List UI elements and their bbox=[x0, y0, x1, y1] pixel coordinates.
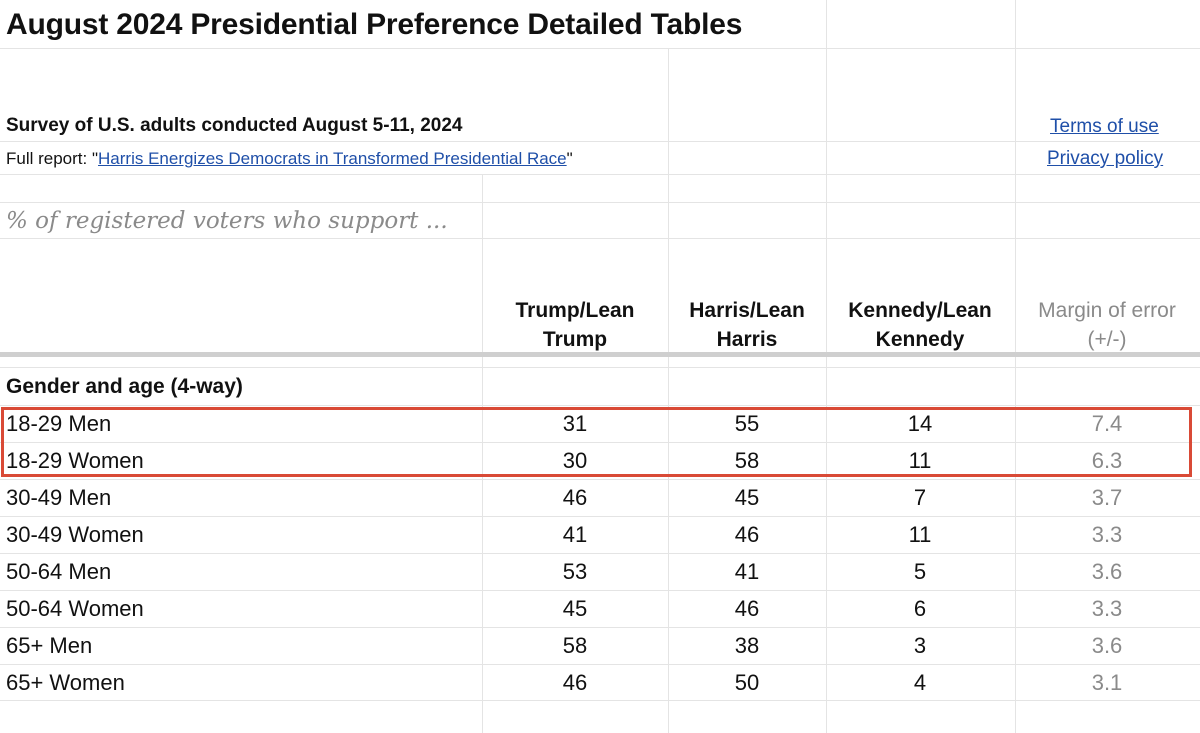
table-row: 30-49 Men 46 45 7 3.7 bbox=[0, 480, 1200, 517]
column-header-line: Harris/Lean bbox=[689, 299, 805, 322]
table-row: 18-29 Women 30 58 11 6.3 bbox=[0, 443, 1200, 480]
column-header-line: Kennedy bbox=[875, 328, 965, 351]
margin-of-error-value: 7.4 bbox=[1091, 411, 1123, 436]
table-row: 30-49 Women 41 46 11 3.3 bbox=[0, 517, 1200, 554]
grid-row-line bbox=[0, 238, 1200, 239]
margin-of-error-value: 3.3 bbox=[1091, 596, 1123, 621]
highlight-box bbox=[1, 407, 1192, 477]
margin-of-error-value: 3.6 bbox=[1091, 633, 1123, 658]
grid-row-line bbox=[0, 516, 1200, 517]
column-header-kennedy: Kennedy/Lean Kennedy bbox=[835, 296, 1005, 354]
grid-row-line bbox=[0, 202, 1200, 203]
table-row: 50-64 Men 53 41 5 3.6 bbox=[0, 554, 1200, 591]
grid-col-line bbox=[826, 0, 827, 733]
header-divider bbox=[0, 352, 1200, 357]
privacy-policy-link[interactable]: Privacy policy bbox=[1047, 148, 1164, 169]
column-header-line: Trump bbox=[542, 328, 608, 351]
grid-row-line bbox=[0, 367, 1200, 368]
table-row: 18-29 Men 31 55 14 7.4 bbox=[0, 406, 1200, 443]
column-header-line: (+/-) bbox=[1087, 328, 1127, 351]
survey-description: Survey of U.S. adults conducted August 5… bbox=[6, 115, 463, 136]
grid-row-line bbox=[0, 48, 1200, 49]
grid-row-line bbox=[0, 405, 1200, 406]
harris-value: 41 bbox=[734, 559, 760, 584]
grid-col-line bbox=[1015, 0, 1016, 733]
table-row: 65+ Women 46 50 4 3.1 bbox=[0, 665, 1200, 702]
kennedy-value: 6 bbox=[913, 596, 927, 621]
margin-of-error-value: 3.7 bbox=[1091, 485, 1123, 510]
row-label: 30-49 Men bbox=[6, 485, 112, 510]
grid-row-line bbox=[0, 553, 1200, 554]
report-suffix: " bbox=[566, 149, 573, 168]
harris-value: 55 bbox=[734, 411, 760, 436]
group-label: Gender and age (4-way) bbox=[6, 375, 243, 398]
grid-row-line bbox=[0, 590, 1200, 591]
grid-row-line bbox=[0, 664, 1200, 665]
trump-value: 41 bbox=[562, 522, 588, 547]
column-header-line: Margin of error bbox=[1038, 299, 1176, 322]
trump-value: 46 bbox=[562, 670, 588, 695]
row-label: 30-49 Women bbox=[6, 522, 144, 547]
trump-value: 45 bbox=[562, 596, 588, 621]
grid-row-line bbox=[0, 700, 1200, 701]
trump-value: 58 bbox=[562, 633, 588, 658]
page-title: August 2024 Presidential Preference Deta… bbox=[6, 8, 743, 41]
margin-of-error-value: 3.6 bbox=[1091, 559, 1123, 584]
full-report-link[interactable]: Harris Energizes Democrats in Transforme… bbox=[98, 149, 567, 168]
grid-row-line bbox=[0, 627, 1200, 628]
trump-value: 46 bbox=[562, 485, 588, 510]
grid-row-line bbox=[0, 479, 1200, 480]
margin-of-error-value: 3.3 bbox=[1091, 522, 1123, 547]
column-header-margin-of-error: Margin of error (+/-) bbox=[1022, 296, 1192, 354]
row-label: 65+ Women bbox=[6, 670, 125, 695]
harris-value: 38 bbox=[734, 633, 760, 658]
grid-row-line bbox=[0, 141, 1200, 142]
harris-value: 45 bbox=[734, 485, 760, 510]
harris-value: 50 bbox=[734, 670, 760, 695]
grid-row-line bbox=[0, 174, 1200, 175]
column-header-line: Trump/Lean bbox=[515, 299, 635, 322]
kennedy-value: 5 bbox=[913, 559, 927, 584]
table-subtitle: % of registered voters who support ... bbox=[6, 208, 448, 234]
trump-value: 30 bbox=[562, 448, 588, 473]
row-label: 50-64 Men bbox=[6, 559, 112, 584]
kennedy-value: 11 bbox=[908, 448, 932, 473]
row-label: 65+ Men bbox=[6, 633, 93, 658]
harris-value: 46 bbox=[734, 522, 760, 547]
grid-row-line bbox=[0, 442, 1200, 443]
margin-of-error-value: 6.3 bbox=[1091, 448, 1123, 473]
trump-value: 53 bbox=[562, 559, 588, 584]
row-label: 50-64 Women bbox=[6, 596, 144, 621]
row-label: 18-29 Women bbox=[6, 448, 144, 473]
kennedy-value: 14 bbox=[907, 411, 933, 436]
column-header-trump: Trump/Lean Trump bbox=[490, 296, 660, 354]
report-prefix: Full report: " bbox=[6, 149, 99, 168]
column-header-line: Harris bbox=[716, 328, 778, 351]
table-row: 50-64 Women 45 46 6 3.3 bbox=[0, 591, 1200, 628]
column-header-harris: Harris/Lean Harris bbox=[662, 296, 832, 354]
kennedy-value: 3 bbox=[913, 633, 927, 658]
table-row: 65+ Men 58 38 3 3.6 bbox=[0, 628, 1200, 665]
kennedy-value: 11 bbox=[908, 522, 932, 547]
terms-of-use-link[interactable]: Terms of use bbox=[1050, 116, 1159, 137]
row-label: 18-29 Men bbox=[6, 411, 112, 436]
kennedy-value: 4 bbox=[913, 670, 927, 695]
grid-col-line bbox=[482, 174, 483, 733]
trump-value: 31 bbox=[562, 411, 588, 436]
margin-of-error-value: 3.1 bbox=[1091, 670, 1123, 695]
column-header-line: Kennedy/Lean bbox=[848, 299, 992, 322]
harris-value: 58 bbox=[734, 448, 760, 473]
kennedy-value: 7 bbox=[913, 485, 927, 510]
full-report-line: Full report: "Harris Energizes Democrats… bbox=[6, 149, 573, 169]
harris-value: 46 bbox=[734, 596, 760, 621]
grid-col-line bbox=[668, 48, 669, 733]
